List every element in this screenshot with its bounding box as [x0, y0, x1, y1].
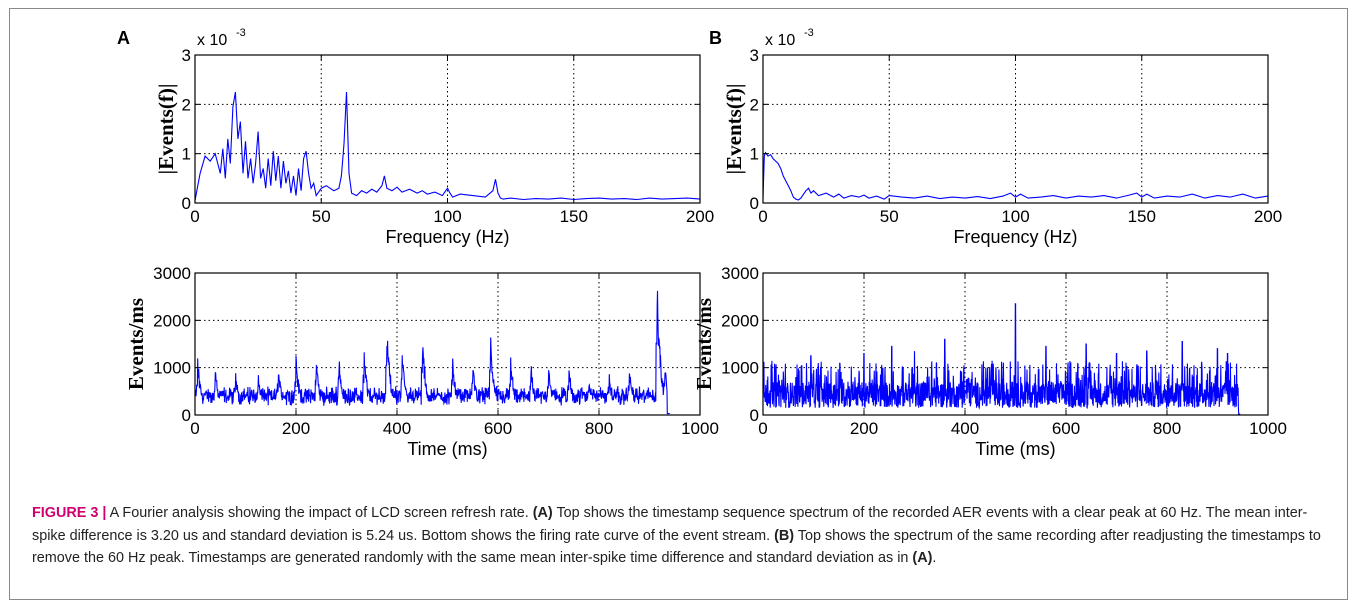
chart-2	[194, 272, 701, 416]
x-tick-label: 50	[880, 207, 899, 226]
y-tick-label: 0	[750, 406, 759, 425]
y-tick-label: 3	[182, 46, 191, 65]
caption-ref: (A)	[532, 505, 553, 521]
x-tick-label: 200	[686, 207, 714, 226]
x-tick-label: 0	[190, 419, 199, 438]
caption-text: Top shows the spectrum of the same recor…	[32, 527, 1321, 567]
x-tick-label: 100	[433, 207, 461, 226]
x-tick-label: 600	[484, 419, 512, 438]
axes-box	[762, 54, 1269, 204]
panel-letter-a: A	[117, 28, 130, 48]
caption-body: A Fourier analysis showing the impact of…	[32, 505, 1321, 566]
x-tick-label: 0	[190, 207, 199, 226]
x-tick-label: 800	[585, 419, 613, 438]
panel-letter-b: B	[709, 28, 722, 48]
x-tick-label: 200	[282, 419, 310, 438]
y-axis-label: |Events(f)|	[154, 84, 178, 175]
y-tick-label: 2000	[721, 311, 759, 330]
x-tick-label: 1000	[1249, 419, 1287, 438]
y-tick-label: 1	[750, 145, 759, 164]
x-tick-label: 400	[951, 419, 979, 438]
series-line	[194, 91, 701, 201]
x-axis-label: Frequency (Hz)	[953, 227, 1077, 247]
exponent-label: x 10	[765, 32, 795, 49]
caption-text: .	[932, 550, 937, 566]
x-tick-label: 150	[560, 207, 588, 226]
caption-ref: (B)	[774, 527, 795, 544]
y-tick-label: 2	[750, 95, 759, 114]
series-line	[762, 151, 1269, 201]
chart-0	[194, 54, 701, 204]
y-tick-label: 3	[750, 46, 759, 65]
exponent-value: -3	[804, 27, 814, 39]
x-axis-label: Time (ms)	[975, 439, 1055, 459]
y-tick-label: 0	[182, 406, 191, 425]
chart-1	[762, 54, 1269, 204]
x-tick-label: 100	[1001, 207, 1029, 226]
y-tick-label: 0	[750, 194, 759, 213]
y-tick-label: 1000	[153, 359, 191, 378]
x-tick-label: 150	[1128, 207, 1156, 226]
y-tick-label: 2	[182, 95, 191, 114]
y-tick-label: 0	[182, 194, 191, 213]
x-tick-label: 400	[383, 419, 411, 438]
figure-frame	[9, 8, 1348, 600]
caption-text: Top shows the timestamp sequence spectru…	[32, 505, 1308, 544]
y-tick-label: 3000	[721, 264, 759, 283]
y-axis-label: |Events(f)|	[722, 84, 746, 175]
x-tick-label: 50	[312, 207, 331, 226]
x-tick-label: 0	[758, 419, 767, 438]
y-axis-label: Events/ms	[692, 298, 716, 390]
exponent-value: -3	[236, 27, 246, 39]
axes-box	[194, 272, 701, 416]
x-tick-label: 0	[758, 207, 767, 226]
x-tick-label: 600	[1052, 419, 1080, 438]
series-line	[194, 290, 670, 415]
x-axis-label: Frequency (Hz)	[385, 227, 509, 247]
y-tick-label: 3000	[153, 264, 191, 283]
y-tick-label: 1000	[721, 359, 759, 378]
figure-caption: FIGURE 3 | A Fourier analysis showing th…	[32, 502, 1332, 570]
y-tick-label: 2000	[153, 311, 191, 330]
y-axis-label: Events/ms	[124, 298, 148, 390]
exponent-label: x 10	[197, 32, 227, 49]
caption-ref: (A)	[912, 550, 933, 566]
axes-box	[762, 272, 1269, 416]
x-tick-label: 1000	[681, 419, 719, 438]
x-tick-label: 200	[1254, 207, 1282, 226]
series-line	[762, 303, 1241, 415]
caption-text: A Fourier analysis showing the impact of…	[106, 505, 533, 521]
x-tick-label: 800	[1153, 419, 1181, 438]
x-tick-label: 200	[850, 419, 878, 438]
chart-3	[762, 272, 1269, 416]
y-tick-label: 1	[182, 145, 191, 164]
caption-label: FIGURE 3 |	[32, 505, 107, 521]
x-axis-label: Time (ms)	[407, 439, 487, 459]
